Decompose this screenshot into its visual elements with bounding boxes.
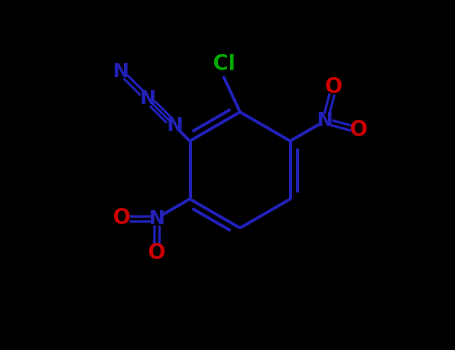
- Text: O: O: [148, 243, 166, 263]
- Text: N: N: [139, 89, 156, 108]
- Text: O: O: [350, 120, 368, 140]
- Text: O: O: [325, 77, 343, 97]
- Text: N: N: [166, 116, 182, 135]
- Text: N: N: [149, 209, 165, 228]
- Text: O: O: [113, 208, 131, 228]
- Text: N: N: [317, 112, 333, 131]
- Text: Cl: Cl: [213, 54, 235, 74]
- Text: N: N: [112, 62, 129, 81]
